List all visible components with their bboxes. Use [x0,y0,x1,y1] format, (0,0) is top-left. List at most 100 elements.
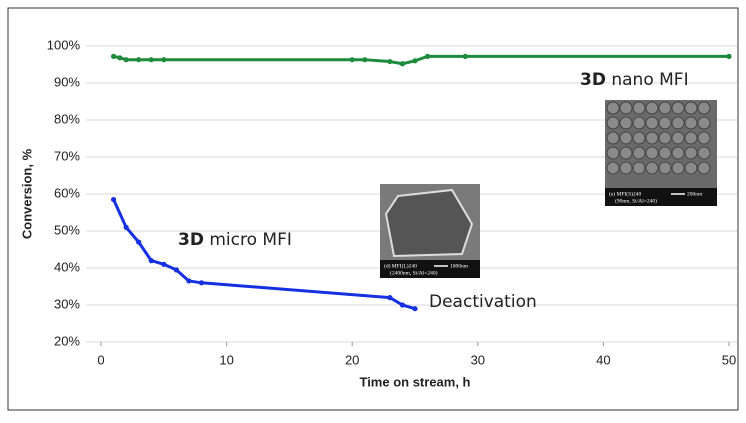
point [136,239,142,245]
y-tick-label: 100% [47,37,81,52]
particle [671,161,685,175]
point [349,57,355,63]
y-tick-label: 40% [54,259,80,274]
y-tick-label: 80% [54,111,80,126]
point [117,55,123,61]
point [399,61,406,67]
particle [697,116,711,130]
x-tick-label: 0 [97,352,104,367]
x-axis-label: Time on stream, h [359,374,470,389]
point [424,53,431,59]
particle [671,101,685,115]
particle [658,161,672,175]
y-tick-label: 50% [54,222,80,237]
particle [684,161,698,175]
point [412,58,418,64]
point [110,196,117,203]
y-tick-label: 90% [54,74,80,89]
caption-band [605,188,717,206]
y-tick-label: 60% [54,185,80,200]
point [399,302,406,308]
particle [658,116,672,130]
particle [697,146,711,160]
frame [7,7,739,411]
particle [619,146,633,160]
point [198,280,205,286]
particle [684,101,698,115]
particle [619,131,633,145]
point [110,53,117,59]
point [136,57,142,63]
x-tick-label: 30 [471,352,485,367]
annotation: 3D nano MFI [580,70,689,90]
point [123,57,129,63]
image-detail: (90nm, Si/Al=240) [615,197,657,204]
image-scale: 200nm [687,191,703,197]
particle [632,161,646,175]
annotation-bold: 3D [178,230,204,250]
particle [684,131,698,145]
x-tick-label: 20 [345,352,359,367]
point [726,53,732,59]
point [387,295,393,301]
particle [606,131,620,145]
particle [632,146,646,160]
particle [658,131,672,145]
particle [632,116,646,130]
annotation: 3D micro MFI [178,230,292,250]
particle [684,116,698,130]
point [362,57,368,63]
image-caption: (d) MFI(L)240 [384,262,417,269]
particle [619,161,633,175]
particle [606,101,620,115]
y-tick-label: 30% [54,296,80,311]
point [173,267,179,273]
point [387,58,393,65]
point [123,224,129,230]
point [462,53,468,59]
particle [632,101,646,115]
y-axis-label: Conversion, % [19,148,34,239]
point [161,261,167,267]
particle [697,161,711,175]
point [186,278,192,284]
particle [645,146,659,160]
point [412,306,418,312]
annotation-text: micro MFI [209,230,292,250]
particle [671,146,685,160]
x-tick-label: 50 [722,352,736,367]
x-tick-label: 40 [596,352,610,367]
point [148,258,154,264]
particle [697,131,711,145]
particle [645,161,659,175]
point [148,57,154,63]
sem-image: (e) MFI(S)240 200nm (90nm, Si/Al=240) [605,100,717,206]
particle [606,146,620,160]
particle [671,131,685,145]
x-tick-label: 10 [219,352,233,367]
y-tick-label: 20% [54,333,80,348]
image-caption: (e) MFI(S)240 [609,190,641,197]
annotation: Deactivation [429,292,537,312]
caption-band [380,260,480,278]
particle [697,101,711,115]
y-tick-label: 70% [54,148,80,163]
particle [671,116,685,130]
point [161,57,167,63]
image-detail: (2400nm, Si/Al=240) [390,269,438,276]
sem-image: (d) MFI(L)240 1000nm (2400nm, Si/Al=240) [380,184,480,278]
particle [645,101,659,115]
particle [606,116,620,130]
particle [645,116,659,130]
particle [606,161,620,175]
annotation-bold: 3D [580,70,606,90]
annotation-text: Deactivation [429,292,537,312]
particle [684,146,698,160]
image-scale: 1000nm [450,263,469,269]
particle [619,101,633,115]
annotation-text: nano MFI [611,70,688,90]
crystal [384,188,474,258]
particle [658,146,672,160]
particle [619,116,633,130]
